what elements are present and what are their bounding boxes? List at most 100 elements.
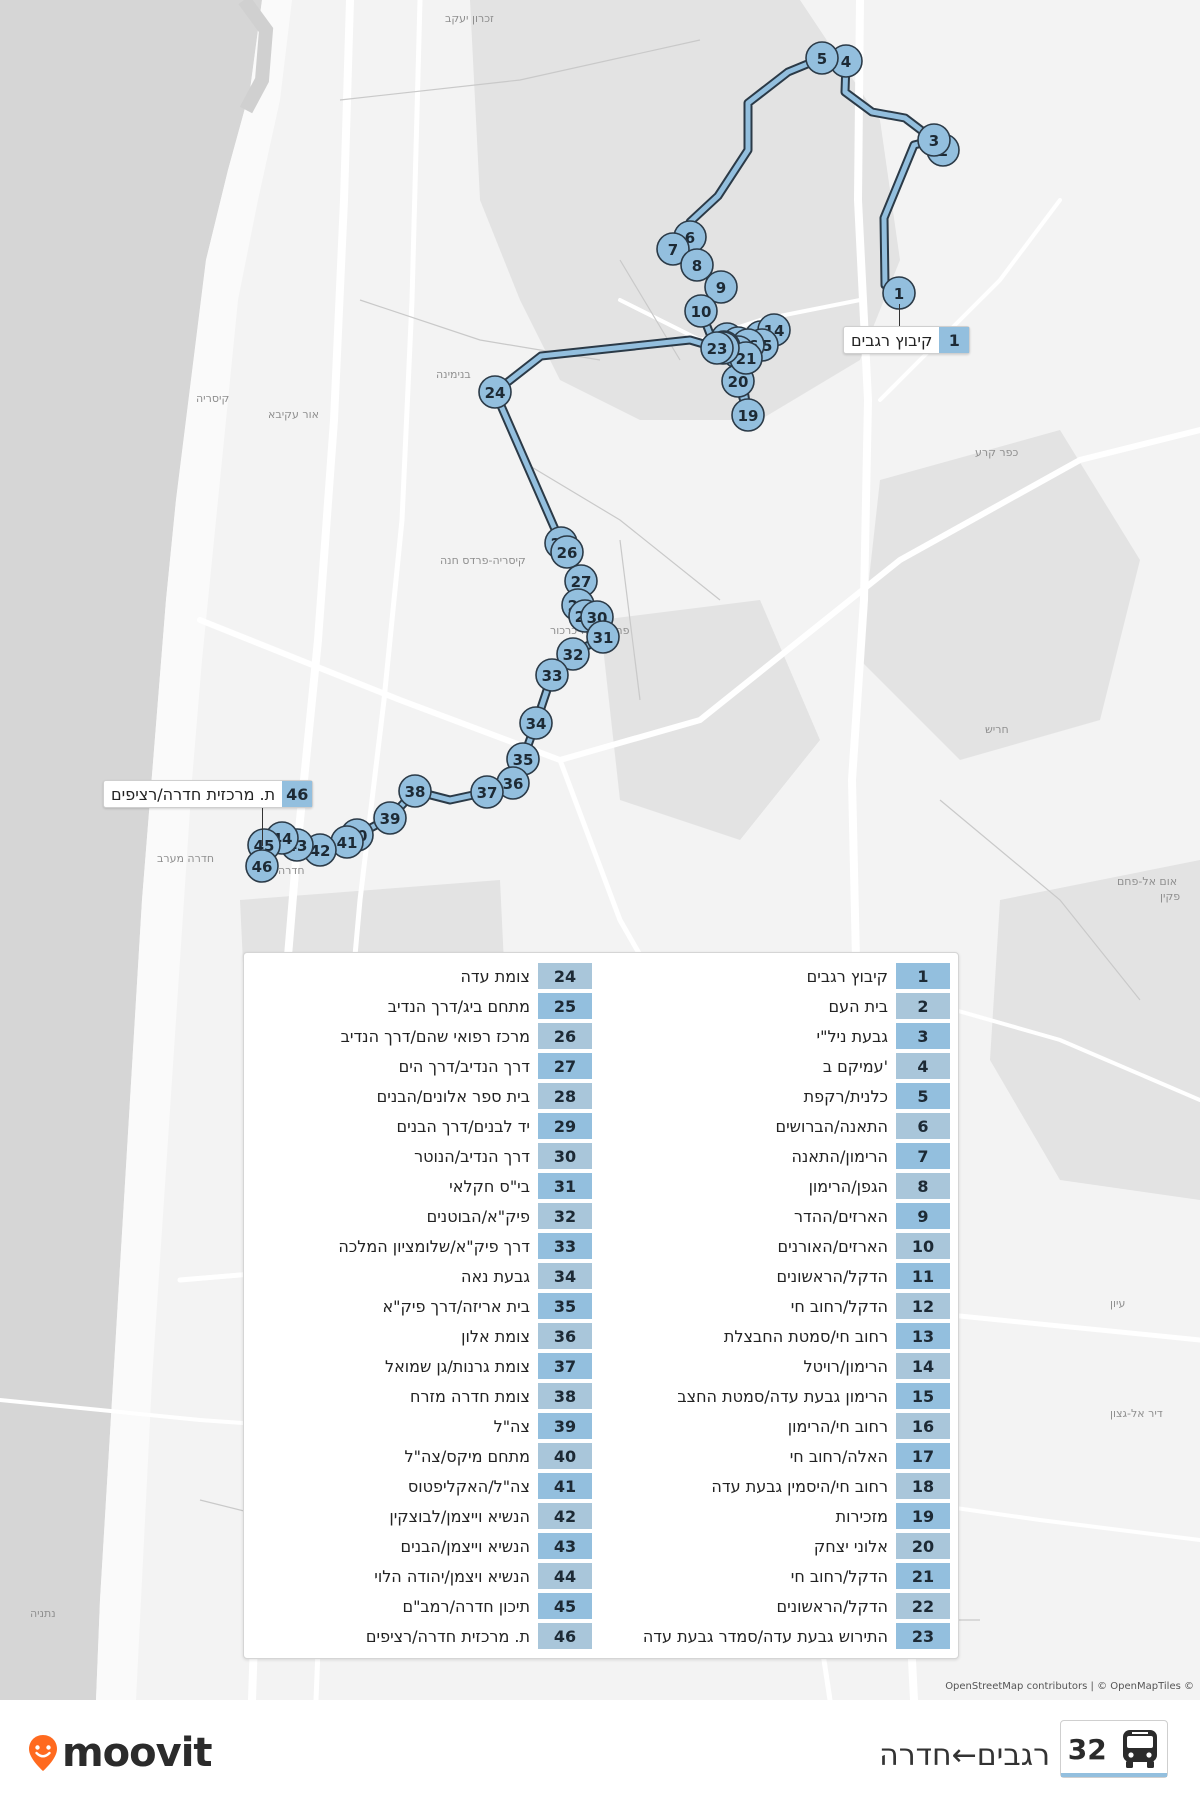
stop-list-item[interactable]: הנשיא וייצמן/לבוצקין 42 [252, 1501, 592, 1531]
stop-name: דרך הנדיב/הנוטר [414, 1146, 530, 1166]
line-badge[interactable]: 32 [1060, 1720, 1168, 1778]
stop-name: הדקל/רחוב חי [790, 1296, 888, 1316]
stop-number: 33 [538, 1233, 592, 1259]
stop-list-item[interactable]: בית העם 2 [610, 991, 950, 1021]
stop-name: רחוב חי/סמטת החבצלת [723, 1326, 888, 1346]
stop-list-item[interactable]: בית ספר אלונים/הבנים 28 [252, 1081, 592, 1111]
stop-number: 23 [896, 1623, 950, 1649]
stop-list-item[interactable]: צומת אלון 36 [252, 1321, 592, 1351]
stop-list-item[interactable]: ת. מרכזית חדרה/רציפים 46 [252, 1621, 592, 1651]
stop-name: צומת גרנות/גן שמואל [384, 1356, 530, 1376]
stop-list-item[interactable]: הנשיא וייצמן/הבנים 43 [252, 1531, 592, 1561]
stop-list-item[interactable]: פיק"א/הבוטנים 32 [252, 1201, 592, 1231]
moovit-logo[interactable]: moovit [28, 1730, 213, 1776]
stop-marker[interactable]: 34 [519, 706, 553, 740]
stop-list-item[interactable]: אלוני יצחק 20 [610, 1531, 950, 1561]
stop-name: גבעת נאה [460, 1266, 530, 1286]
stop-marker[interactable]: 33 [535, 658, 569, 692]
stop-list-item[interactable]: מרכז רפואי שהם/דרך הנדיב 26 [252, 1021, 592, 1051]
destination-callout[interactable]: ת. מרכזית חדרה/רציפים 46 [103, 780, 314, 808]
stop-number: 1 [896, 963, 950, 989]
stop-number: 8 [896, 1173, 950, 1199]
stop-list-item[interactable]: דרך הנדיב/דרך הים 27 [252, 1051, 592, 1081]
stop-list-item[interactable]: הדקל/הראשונים 22 [610, 1591, 950, 1621]
stop-list-item[interactable]: מזכירות 19 [610, 1501, 950, 1531]
callout-name: קיבוץ רגבים [851, 330, 933, 350]
stop-list-item[interactable]: הרימון/התאנה 7 [610, 1141, 950, 1171]
stop-list-item[interactable]: צומת חדרה מזרח 38 [252, 1381, 592, 1411]
stop-number: 4 [896, 1053, 950, 1079]
origin-callout[interactable]: קיבוץ רגבים 1 [843, 326, 971, 354]
stop-list-item[interactable]: מתחם מיקס/צה"ל 40 [252, 1441, 592, 1471]
stop-list-item[interactable]: דרך פיק"א/שלומציון המלכה 33 [252, 1231, 592, 1261]
stop-name: הדקל/רחוב חי [790, 1566, 888, 1586]
stop-marker[interactable]: 39 [373, 801, 407, 835]
stop-list-item[interactable]: גבעת ניל"י 3 [610, 1021, 950, 1051]
stop-list-item[interactable]: תיכון חדרה/רמב"ם 45 [252, 1591, 592, 1621]
stops-list-panel: קיבוץ רגבים 1 בית העם 2 גבעת ניל"י 3 עמיקם ב' 4… [243, 952, 959, 1659]
stop-list-item[interactable]: הגפן/הרימון 8 [610, 1171, 950, 1201]
stop-list-item[interactable]: בית אריזה/דרך פיק"א 35 [252, 1291, 592, 1321]
stop-list-item[interactable]: כלנית/רקפת 5 [610, 1081, 950, 1111]
stop-list-item[interactable]: האלה/רחוב חי 17 [610, 1441, 950, 1471]
stop-number: 12 [896, 1293, 950, 1319]
stop-marker[interactable]: 19 [731, 398, 765, 432]
stop-name: עמיקם ב' [822, 1056, 888, 1076]
stop-marker[interactable]: 36 [496, 766, 530, 800]
stop-list-item[interactable]: הרימון גבעת עדה/סמטת החצב 15 [610, 1381, 950, 1411]
stop-name: כלנית/רקפת [803, 1086, 888, 1106]
stop-list-item[interactable]: התאנה/הברושים 6 [610, 1111, 950, 1141]
stop-marker[interactable]: 41 [330, 825, 364, 859]
stop-list-item[interactable]: צה"ל/האקליפטוס 41 [252, 1471, 592, 1501]
stop-list-item[interactable]: הדקל/רחוב חי 21 [610, 1561, 950, 1591]
stop-marker[interactable]: 27 [564, 564, 598, 598]
stop-list-item[interactable]: הארזים/האורנים 10 [610, 1231, 950, 1261]
stop-marker-circle [805, 41, 839, 75]
route-title: רגבים←חדרה [879, 1738, 1050, 1773]
stop-list-item[interactable]: רחוב חי/סמטת החבצלת 13 [610, 1321, 950, 1351]
stop-name: מזכירות [835, 1506, 888, 1526]
stop-list-item[interactable]: הדקל/הראשונים 11 [610, 1261, 950, 1291]
stop-marker[interactable]: 31 [586, 620, 620, 654]
stop-list-item[interactable]: צומת עדה 24 [252, 961, 592, 991]
stop-list-item[interactable]: קיבוץ רגבים 1 [610, 961, 950, 991]
stop-list-item[interactable]: בי"ס חקלאי 31 [252, 1171, 592, 1201]
stop-marker[interactable]: 9 [704, 270, 738, 304]
stop-marker-number: 26 [557, 544, 578, 562]
stop-list-item[interactable]: יד לבנים/דרך הבנים 29 [252, 1111, 592, 1141]
stop-list-item[interactable]: רחוב חי/הרימון 16 [610, 1411, 950, 1441]
callout-number: 46 [282, 781, 313, 807]
stop-marker[interactable]: 32 [556, 637, 590, 671]
stop-list-item[interactable]: הרימון/רויטל 14 [610, 1351, 950, 1381]
stop-list-item[interactable]: גבעת נאה 34 [252, 1261, 592, 1291]
stop-number: 14 [896, 1353, 950, 1379]
stop-marker[interactable]: 8 [680, 248, 714, 282]
stop-list-item[interactable]: הנשיא ויצמן/יהודה הלוי 44 [252, 1561, 592, 1591]
stop-marker[interactable]: 24 [478, 375, 512, 409]
stop-number: 43 [538, 1533, 592, 1559]
stop-list-item[interactable]: מתחם ביג/דרך הנדיב 25 [252, 991, 592, 1021]
stop-list-item[interactable]: צומת גרנות/גן שמואל 37 [252, 1351, 592, 1381]
stop-marker[interactable]: 37 [470, 775, 504, 809]
stop-marker[interactable]: 7 [656, 232, 690, 266]
stop-marker[interactable]: 5 [805, 41, 839, 75]
stop-number: 41 [538, 1473, 592, 1499]
stop-list-item[interactable]: רחוב חי/היסמין גבעת עדה 18 [610, 1471, 950, 1501]
stop-marker[interactable]: 23 [700, 331, 734, 365]
stop-marker[interactable]: 46 [245, 849, 279, 883]
stop-marker[interactable]: 3 [917, 123, 951, 157]
stop-marker[interactable]: 38 [398, 774, 432, 808]
stop-list-item[interactable]: הדקל/רחוב חי 12 [610, 1291, 950, 1321]
stop-list-item[interactable]: הארזים/ההדר 9 [610, 1201, 950, 1231]
town-label: בנימינה [436, 368, 471, 381]
stop-list-item[interactable]: צה"ל 39 [252, 1411, 592, 1441]
stop-name: הנשיא ויצמן/יהודה הלוי [374, 1566, 530, 1586]
stop-marker[interactable]: 10 [684, 294, 718, 328]
stop-marker-number: 9 [716, 279, 726, 297]
callout-stem [262, 806, 263, 846]
stop-list-item[interactable]: התירוש גבעת עדה/סמדר גבעת עדה 23 [610, 1621, 950, 1651]
map-attribution[interactable]: OpenStreetMap contributors | © OpenMapTi… [945, 1681, 1194, 1692]
stop-marker[interactable]: 26 [550, 535, 584, 569]
stop-list-item[interactable]: דרך הנדיב/הנוטר 30 [252, 1141, 592, 1171]
stop-list-item[interactable]: עמיקם ב' 4 [610, 1051, 950, 1081]
